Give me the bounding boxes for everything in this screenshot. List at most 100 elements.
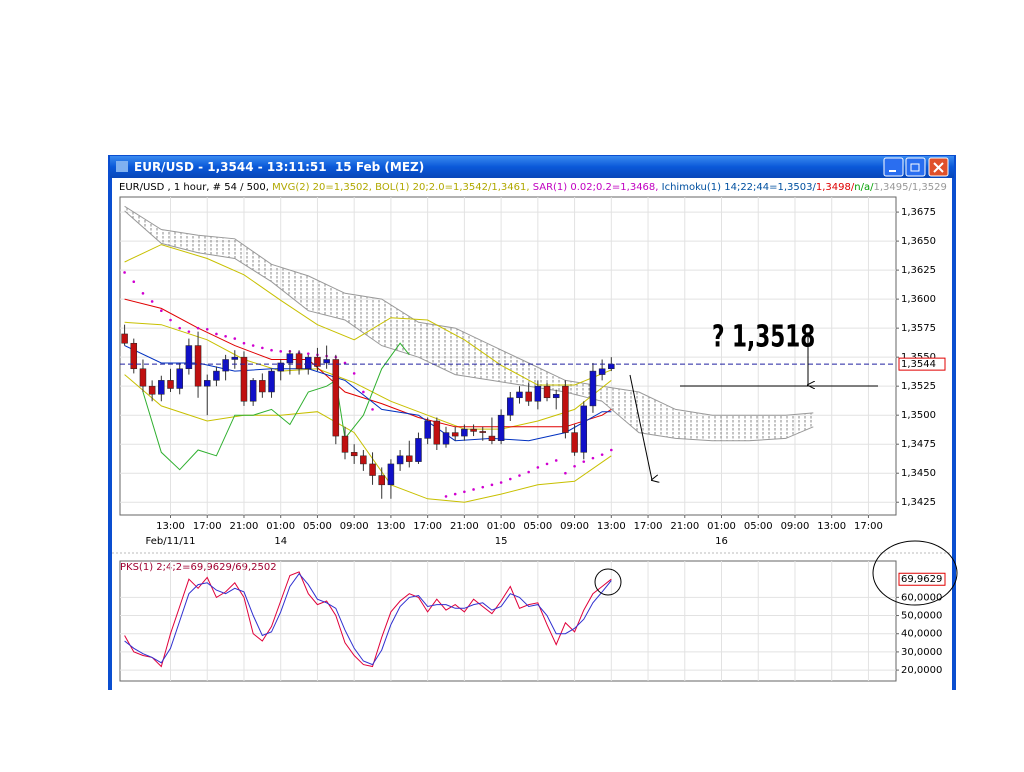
window-icon bbox=[116, 161, 128, 172]
oscillator-title: PKS(1) 2;4;2=69,9629/69,2502 bbox=[120, 562, 277, 573]
x-tick-label: 21:00 bbox=[230, 521, 259, 532]
x-tick-label: 09:00 bbox=[340, 521, 369, 532]
candle-body bbox=[442, 432, 450, 445]
candle-body bbox=[176, 368, 183, 389]
close-icon bbox=[933, 162, 944, 173]
sar-dot bbox=[600, 453, 604, 456]
candle-body bbox=[158, 380, 165, 395]
y-tick-label: 1,3675 bbox=[901, 207, 936, 218]
y-tick-label: 50,0000 bbox=[901, 611, 942, 622]
sar-dot bbox=[150, 300, 154, 303]
sar-dot bbox=[591, 456, 595, 460]
candle-body bbox=[488, 435, 496, 441]
sar-dot bbox=[518, 474, 521, 477]
last-price-box bbox=[898, 357, 946, 371]
y-tick-label: 1,3475 bbox=[901, 439, 936, 450]
sar-dot bbox=[536, 466, 540, 469]
candle-body bbox=[415, 438, 422, 462]
annotation-circle bbox=[594, 568, 622, 596]
candle-body bbox=[305, 356, 312, 370]
sar-dot bbox=[343, 361, 347, 365]
candle-body bbox=[148, 385, 156, 395]
restore-button[interactable] bbox=[905, 157, 926, 177]
candle-body bbox=[589, 370, 597, 407]
legend-item: MVG(2) 20=1,3502, bbox=[272, 182, 375, 193]
x-tick-label: 05:00 bbox=[744, 521, 773, 532]
sar-dot bbox=[178, 326, 181, 330]
candle-body bbox=[598, 368, 606, 375]
sar-dot bbox=[242, 341, 246, 345]
y-tick-label: 1,3650 bbox=[901, 236, 936, 247]
x-tick-label: 17:00 bbox=[854, 521, 883, 532]
candle-body bbox=[139, 368, 147, 387]
annotation-text: ? 1,3518 bbox=[712, 320, 815, 354]
sar-dot bbox=[573, 464, 576, 468]
candle-body bbox=[231, 356, 239, 360]
x-tick-label: 05:00 bbox=[523, 521, 552, 532]
annotation-arrow bbox=[629, 374, 652, 480]
y-tick-label: 60,0000 bbox=[901, 592, 942, 603]
cloud-lower bbox=[124, 210, 814, 442]
y-tick-label: 1,3500 bbox=[901, 410, 936, 421]
legend-item: n/a/ bbox=[854, 182, 874, 193]
indicator-line bbox=[124, 244, 612, 386]
ichimoku-cloud bbox=[124, 206, 814, 441]
indicator-line bbox=[142, 342, 410, 471]
y-tick-label: 30,0000 bbox=[901, 647, 942, 658]
y-tick-label: 20,0000 bbox=[901, 665, 942, 676]
sar-dot bbox=[472, 488, 475, 491]
window-title: EUR/USD - 1,3544 - 13:11:51 15 Feb (MEZ) bbox=[134, 160, 424, 174]
x-tick-label: 01:00 bbox=[487, 521, 516, 532]
oscillator-line bbox=[124, 572, 612, 666]
last-price-label: 1,3544 bbox=[901, 359, 936, 370]
minimize-button[interactable] bbox=[883, 157, 904, 177]
candle-body bbox=[543, 385, 551, 399]
osc-plot-frame bbox=[119, 560, 897, 682]
candle-body bbox=[534, 385, 542, 402]
sar-dot bbox=[187, 330, 191, 333]
y-tick-label: 1,3525 bbox=[901, 381, 936, 392]
x-tick-label: 21:00 bbox=[450, 521, 479, 532]
x-tick-label: 17:00 bbox=[413, 521, 442, 532]
candle-body bbox=[552, 394, 560, 399]
y-tick-label: 1,3575 bbox=[901, 323, 936, 334]
candle-body bbox=[387, 463, 395, 486]
legend-item: BOL(1) 20;2.0=1,3542/1,3461, bbox=[375, 182, 533, 193]
candle-body bbox=[222, 359, 229, 372]
candle-body bbox=[608, 363, 615, 370]
chart-layer: 1,34251,34501,34751,35001,35251,35501,35… bbox=[120, 197, 946, 681]
candle-body bbox=[461, 428, 468, 437]
window-controls[interactable] bbox=[883, 157, 949, 177]
candle-body bbox=[130, 342, 138, 370]
sar-dot bbox=[371, 408, 374, 411]
sar-dot bbox=[508, 477, 512, 481]
x-tick-label: 13:00 bbox=[817, 521, 846, 532]
sar-dot bbox=[352, 372, 356, 375]
last-price-box bbox=[898, 572, 946, 586]
annotation-circle bbox=[872, 540, 958, 606]
candle-body bbox=[295, 353, 303, 370]
x-tick-label: 05:00 bbox=[303, 521, 332, 532]
indicator-legend: EUR/USD , 1 hour, # 54 / 500, MVG(2) 20=… bbox=[119, 182, 947, 193]
x-tick-label: 13:00 bbox=[597, 521, 626, 532]
y-tick-label: 1,3600 bbox=[901, 294, 936, 305]
sar-dot bbox=[554, 459, 558, 462]
candle-body bbox=[259, 380, 266, 393]
candle-body bbox=[167, 380, 174, 389]
candle-body bbox=[479, 431, 486, 433]
sar-dot bbox=[251, 344, 255, 347]
candle-body bbox=[314, 356, 321, 367]
indicator-line bbox=[124, 298, 612, 428]
candle-body bbox=[194, 345, 202, 387]
candle-body bbox=[525, 391, 532, 402]
x-tick-label: 13:00 bbox=[156, 521, 185, 532]
x-tick-label: 17:00 bbox=[193, 521, 222, 532]
candle-body bbox=[580, 405, 588, 453]
candle-body bbox=[369, 463, 376, 476]
candle-body bbox=[562, 385, 569, 433]
sar-dot bbox=[527, 470, 530, 474]
candle-body bbox=[451, 432, 459, 437]
candle-body bbox=[507, 397, 514, 416]
sar-dot bbox=[270, 348, 273, 352]
sar-dot bbox=[160, 309, 163, 313]
